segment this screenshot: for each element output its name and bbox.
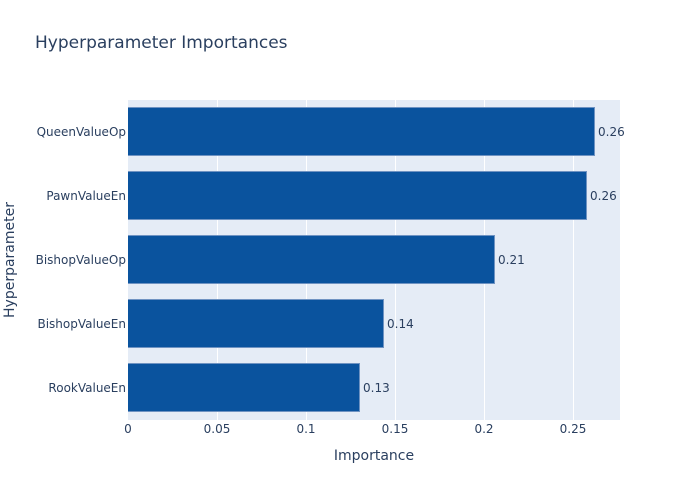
y-axis-title: Hyperparameter [2, 202, 18, 318]
y-tick-label: QueenValueOp [36, 125, 126, 139]
plot-area: 0.26 0.26 0.21 0.14 0.13 [128, 100, 625, 420]
data-label: 0.14 [387, 317, 414, 331]
y-tick-label: RookValueEn [48, 381, 126, 395]
data-label: 0.26 [598, 125, 625, 139]
x-tick-label: 0.05 [203, 422, 231, 436]
x-tick-label: 0.15 [381, 422, 409, 436]
data-label: 0.26 [590, 189, 617, 203]
data-label: 0.13 [363, 381, 390, 395]
y-tick-label: BishopValueEn [37, 317, 126, 331]
y-tick-label: BishopValueOp [35, 253, 126, 267]
x-tick-label: 0.25 [559, 422, 587, 436]
bar-pawnvalueen[interactable] [128, 171, 587, 220]
bar-bishopvalueen[interactable] [128, 299, 384, 348]
bar-queenvalueop[interactable] [128, 107, 595, 156]
x-tick-label: 0 [124, 422, 132, 436]
bar-rookvalueen[interactable] [128, 363, 360, 412]
x-tick-label: 0.1 [296, 422, 316, 436]
chart-title: Hyperparameter Importances [35, 33, 288, 53]
gridline [573, 100, 574, 420]
y-tick-label: PawnValueEn [46, 189, 126, 203]
x-tick-label: 0.2 [474, 422, 494, 436]
x-axis-title: Importance [333, 448, 415, 464]
data-label: 0.21 [498, 253, 525, 267]
bar-bishopvalueop[interactable] [128, 235, 495, 284]
